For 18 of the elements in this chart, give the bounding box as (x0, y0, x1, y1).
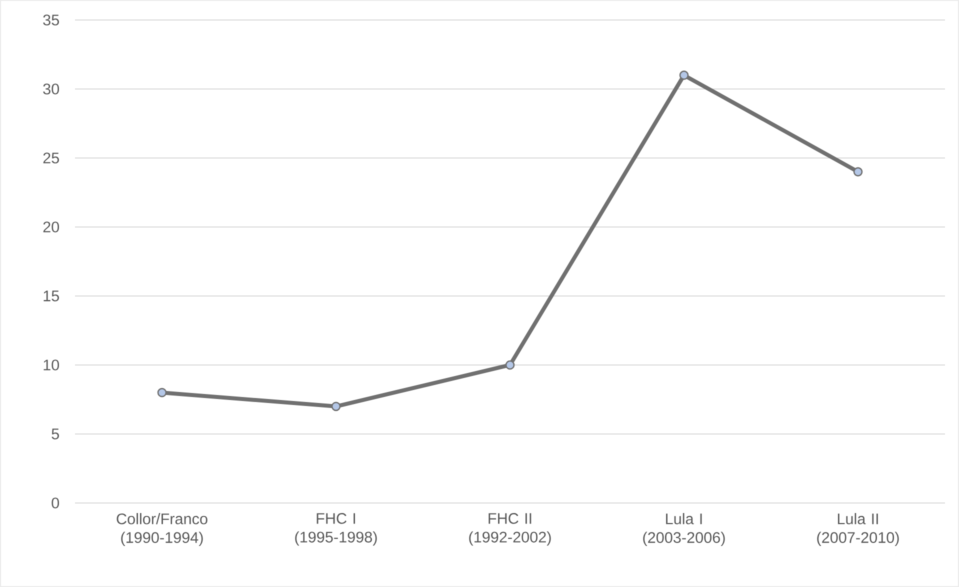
x-tick-label: Lula I (2003-2006) (643, 513, 725, 546)
point (679, 70, 689, 80)
point (331, 402, 341, 412)
y-tick-label: 10 (44, 360, 60, 370)
point (853, 167, 863, 176)
y-tick-label: 15 (44, 290, 59, 302)
y-tick-label: 0 (52, 498, 60, 508)
y-tick-label: 35 (43, 14, 59, 26)
y-tick-label: 5 (52, 428, 59, 440)
x-tick-label: Collor/Franco (1990-1994) (116, 513, 208, 546)
x-tick-label: FHC II (1992-2002) (469, 513, 551, 546)
y-tick-label: 25 (43, 152, 59, 164)
point (505, 360, 515, 370)
x-tick-label: FHC I (1995-1998) (295, 513, 377, 546)
point (157, 388, 167, 398)
x-tick-label: Lula II (2007-2010) (817, 513, 899, 546)
y-tick-label: 20 (43, 222, 60, 232)
y-tick-label: 30 (43, 84, 60, 94)
